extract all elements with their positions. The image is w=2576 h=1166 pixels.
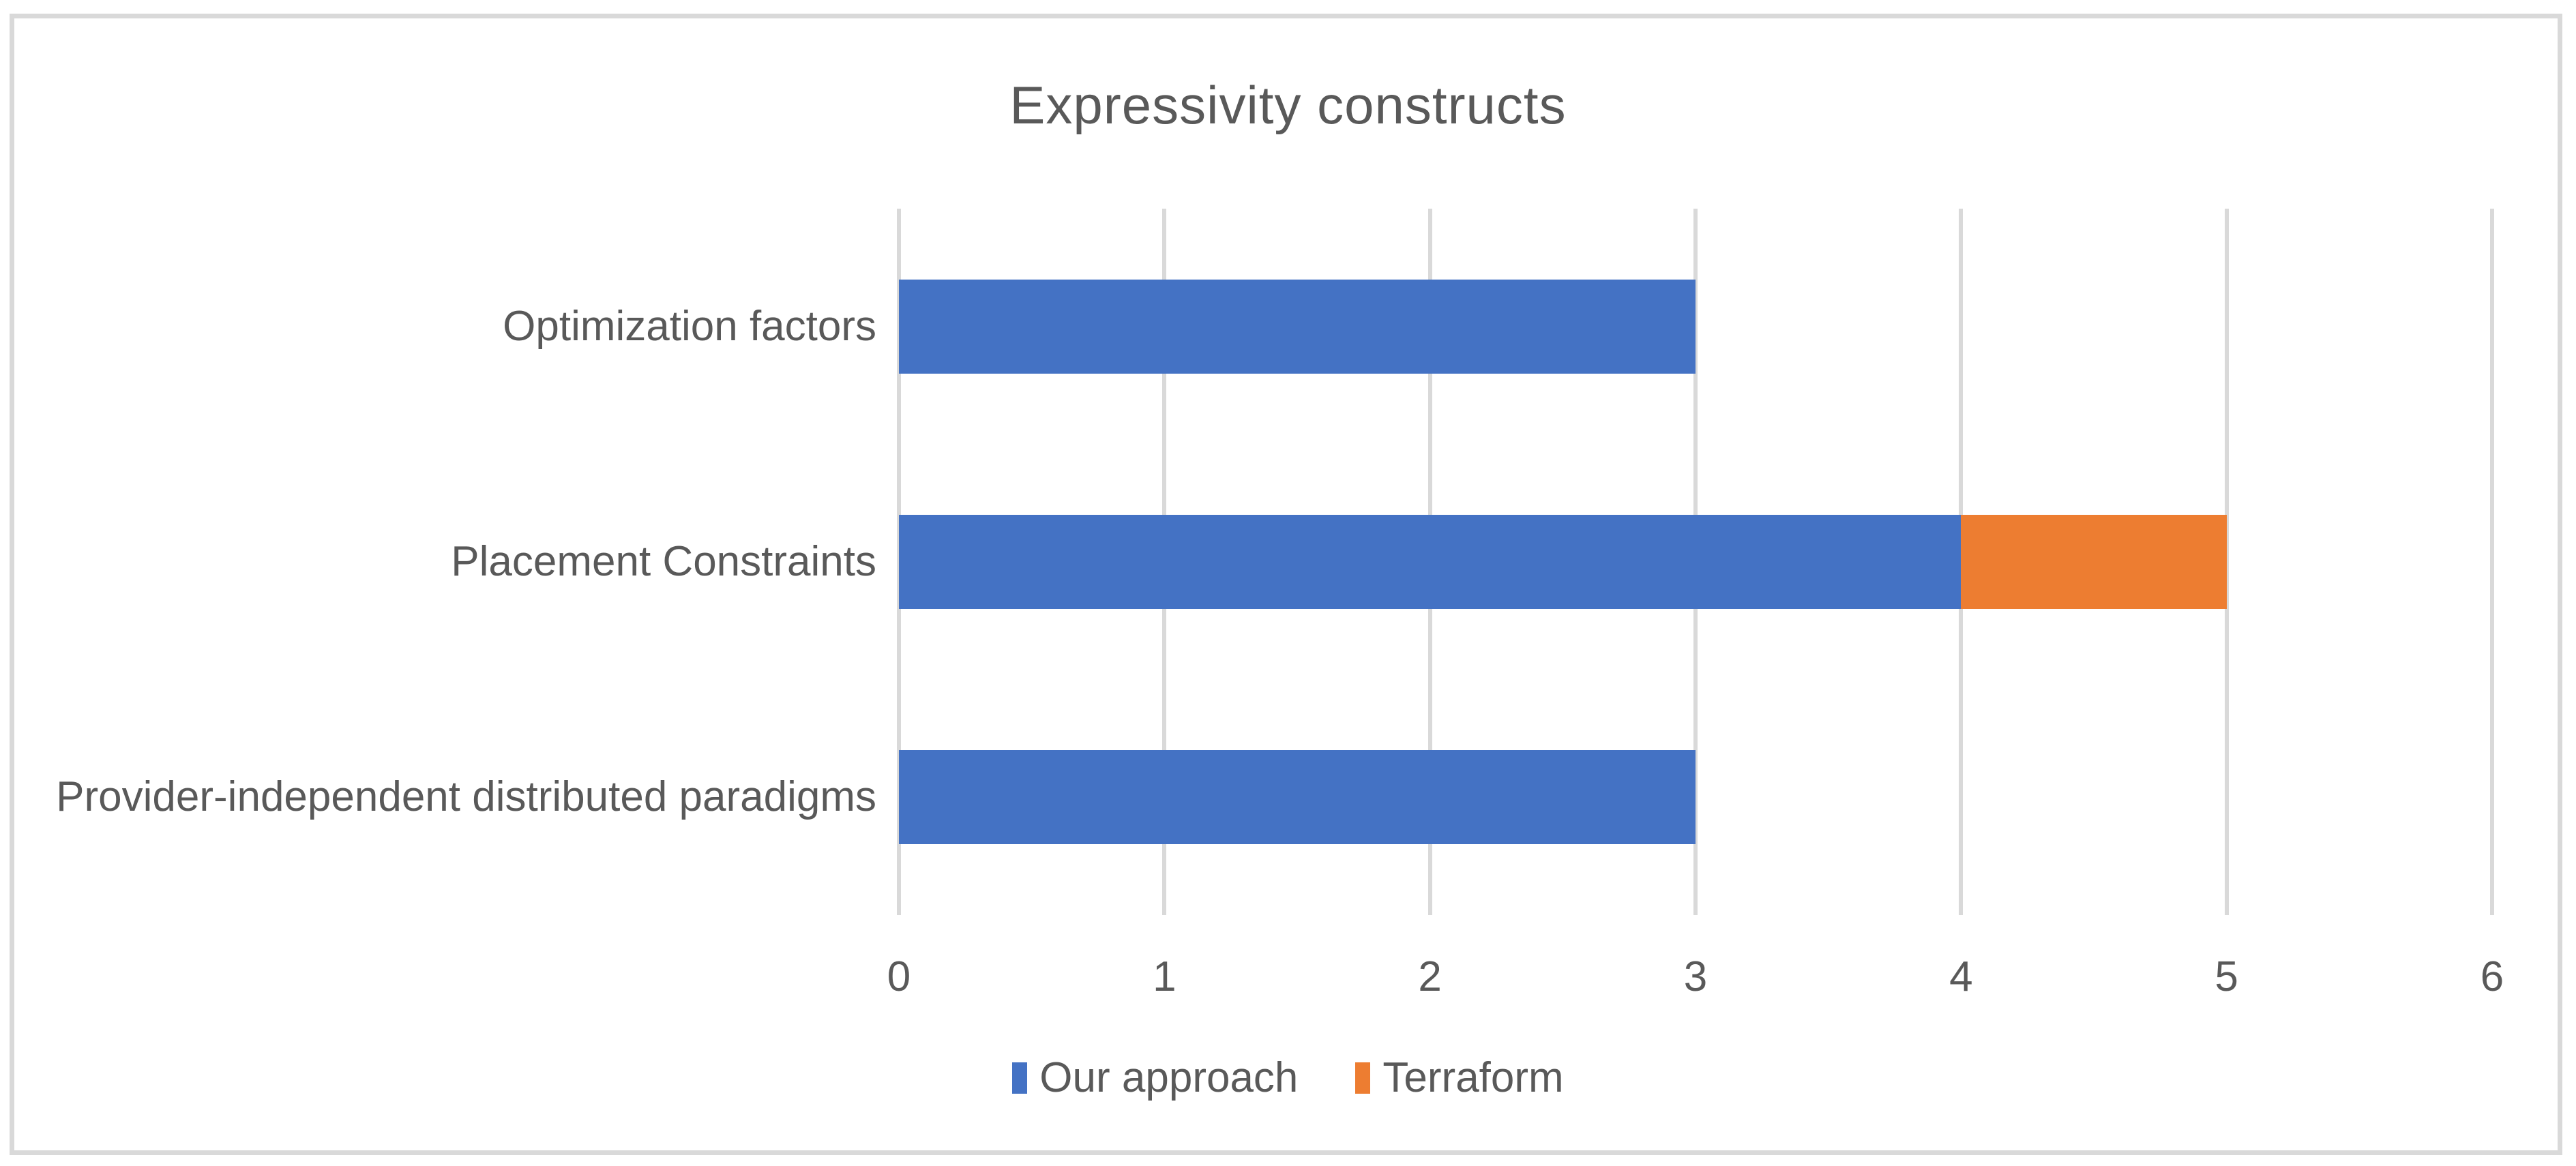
x-tick-label-0: 0	[887, 953, 911, 1000]
x-tick-label-6: 6	[2480, 953, 2504, 1000]
x-tick-label-3: 3	[1683, 953, 1708, 1000]
gridline-x-6	[2490, 209, 2494, 915]
x-tick-label-4: 4	[1949, 953, 1973, 1000]
chart-title: Expressivity constructs	[1009, 75, 1567, 135]
legend-swatch-terraform	[1355, 1062, 1371, 1094]
legend: Our approach Terraform	[0, 1053, 2576, 1103]
category-label-optimization-factors: Optimization factors	[503, 302, 876, 350]
legend-label-terraform: Terraform	[1382, 1054, 1564, 1101]
bar-provider-independent-distributed-paradigms-our-approach	[899, 750, 1696, 845]
x-tick-label-5: 5	[2215, 953, 2238, 1000]
x-tick-label-1: 1	[1153, 953, 1176, 1000]
legend-item-terraform: Terraform	[1355, 1053, 1564, 1103]
bar-optimization-factors-our-approach	[899, 279, 1696, 374]
gridline-x-5	[2224, 209, 2229, 915]
category-label-placement-constraints: Placement Constraints	[451, 538, 876, 585]
legend-swatch-our-approach	[1012, 1062, 1028, 1094]
category-label-provider-independent-distributed-paradigms: Provider-independent distributed paradig…	[56, 773, 876, 821]
plot-area	[897, 209, 2494, 915]
legend-label-our-approach: Our approach	[1039, 1054, 1299, 1101]
legend-item-our-approach: Our approach	[1012, 1053, 1298, 1103]
x-tick-label-2: 2	[1418, 953, 1442, 1000]
bar-placement-constraints-our-approach	[899, 515, 1961, 609]
bar-placement-constraints-terraform	[1961, 515, 2227, 609]
